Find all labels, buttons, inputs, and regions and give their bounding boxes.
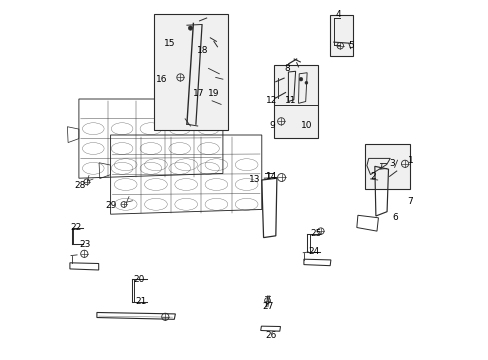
Text: 1: 1 (407, 156, 413, 165)
Bar (153, 14, 228, 130)
Text: 8: 8 (284, 64, 289, 73)
Text: 11: 11 (284, 96, 296, 105)
Text: 19: 19 (208, 89, 219, 98)
Text: 3: 3 (388, 159, 394, 168)
Text: 9: 9 (269, 122, 275, 130)
Circle shape (188, 26, 192, 30)
Text: 26: 26 (265, 331, 277, 340)
Text: 18: 18 (197, 46, 208, 55)
Text: 10: 10 (300, 122, 311, 130)
Text: 2: 2 (369, 172, 375, 181)
Text: 4: 4 (335, 10, 340, 19)
Text: 24: 24 (307, 248, 319, 256)
Text: 23: 23 (79, 240, 90, 248)
Text: 21: 21 (136, 297, 147, 306)
Text: 16: 16 (156, 75, 167, 84)
Text: 14: 14 (265, 172, 277, 181)
Text: 25: 25 (310, 230, 322, 239)
Text: 15: 15 (163, 39, 175, 48)
Circle shape (305, 81, 307, 84)
Circle shape (299, 77, 302, 81)
Text: 12: 12 (265, 96, 277, 105)
Text: 17: 17 (193, 89, 204, 98)
Text: 7: 7 (407, 197, 412, 206)
Text: 28: 28 (74, 180, 85, 189)
Text: 6: 6 (392, 213, 398, 222)
Bar (273, 65, 318, 138)
Text: 29: 29 (105, 202, 116, 210)
Text: 22: 22 (70, 223, 81, 232)
Bar (329, 15, 352, 56)
Bar (365, 144, 409, 189)
Text: 13: 13 (248, 175, 260, 184)
Text: 20: 20 (133, 274, 145, 284)
Text: 5: 5 (347, 40, 353, 49)
Text: 27: 27 (262, 302, 273, 311)
